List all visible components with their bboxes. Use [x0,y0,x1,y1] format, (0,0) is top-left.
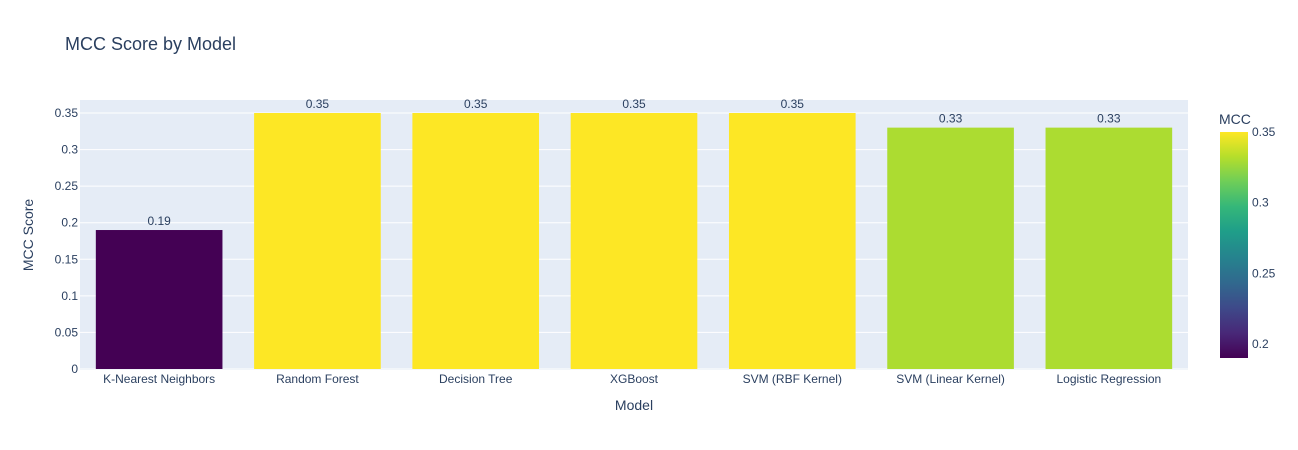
colorbar-title: MCC [1219,111,1251,127]
x-axis-title: Model [615,397,653,413]
x-tick-label: SVM (RBF Kernel) [743,372,842,386]
x-tick-label: Logistic Regression [1056,372,1161,386]
bar-data-labels: 0.19 0.35 0.35 0.35 0.35 0.33 0.33 [147,97,1120,228]
bar-data-label: 0.19 [147,214,171,228]
y-tick-label: 0.1 [61,289,78,303]
y-axis-ticks: 0 0.05 0.1 0.15 0.2 0.25 0.3 0.35 [55,106,79,376]
bar [95,230,223,369]
x-tick-label: XGBoost [610,372,659,386]
chart-title: MCC Score by Model [65,34,236,54]
bar [570,113,698,369]
x-axis-ticks: K-Nearest Neighbors Random Forest Decision… [103,372,1161,386]
bar [412,113,540,369]
x-tick-label: Random Forest [276,372,359,386]
y-tick-label: 0.25 [55,179,79,193]
colorbar-tick-label: 0.25 [1252,266,1276,280]
x-tick-label: K-Nearest Neighbors [103,372,215,386]
y-tick-label: 0.15 [55,252,79,266]
bar-data-label: 0.35 [464,97,488,111]
colorbar-gradient [1220,132,1248,358]
bars [95,113,1173,369]
y-tick-label: 0 [71,362,78,376]
colorbar-tick-label: 0.35 [1252,125,1276,139]
colorbar: MCC 0.2 0.25 0.3 0.35 [1219,111,1276,358]
bar [254,113,381,369]
y-tick-label: 0.35 [55,106,79,120]
colorbar-tick-label: 0.3 [1252,196,1269,210]
bar-data-label: 0.35 [306,97,330,111]
bar [1045,127,1173,369]
bar-data-label: 0.33 [939,112,963,126]
y-tick-label: 0.3 [61,143,78,157]
colorbar-tick-label: 0.2 [1252,337,1269,351]
colorbar-ticks: 0.2 0.25 0.3 0.35 [1252,125,1276,351]
x-tick-label: Decision Tree [439,372,513,386]
y-axis-title: MCC Score [20,199,36,272]
y-tick-label: 0.05 [55,325,79,339]
bar [728,113,856,369]
bar [887,127,1014,369]
y-tick-label: 0.2 [61,216,78,230]
bar-data-label: 0.35 [781,97,805,111]
x-tick-label: SVM (Linear Kernel) [896,372,1005,386]
bar-data-label: 0.33 [1097,112,1121,126]
bar-data-label: 0.35 [622,97,646,111]
